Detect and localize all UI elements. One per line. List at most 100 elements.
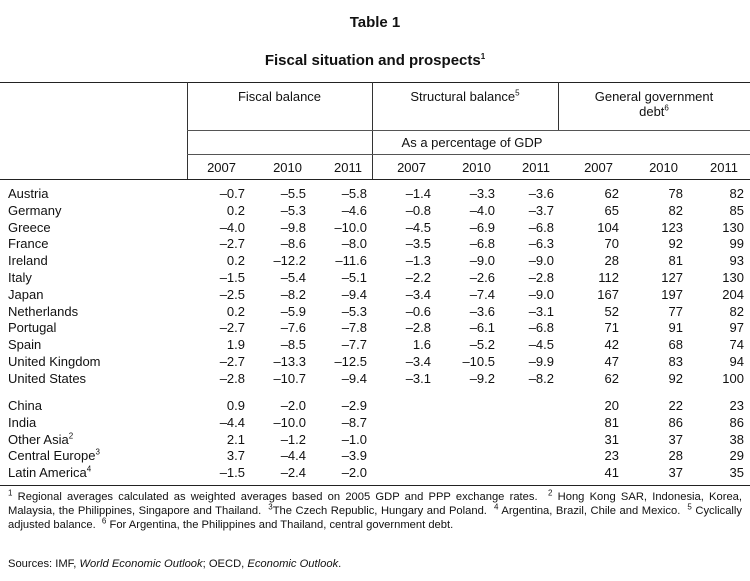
- table-cell: 83: [668, 353, 683, 369]
- table-cell: 70: [604, 236, 619, 252]
- year-header: 2007: [584, 160, 613, 175]
- table-cell: –11.6: [335, 253, 367, 269]
- header-top-rule: [0, 82, 750, 83]
- unit-rule: [187, 154, 750, 155]
- table-cell: –4.0: [469, 202, 495, 218]
- table-cell: –9.8: [280, 219, 306, 235]
- table-cell: 0.9: [226, 398, 245, 413]
- table-cell: –3.6: [528, 186, 554, 201]
- table-cell: –0.7: [219, 186, 245, 201]
- table-cell: 2.1: [226, 431, 245, 447]
- table-cell: –2.8: [528, 269, 554, 285]
- table-cell: 71: [604, 320, 619, 336]
- row-label: Austria: [0, 186, 198, 203]
- table-cell: –3.9: [341, 448, 367, 464]
- table-cell: –9.9: [528, 353, 554, 369]
- table-cell: –9.0: [528, 253, 554, 269]
- year-header: 2007: [207, 160, 236, 175]
- table-title: Fiscal situation and prospects1: [0, 52, 750, 69]
- year-header: 2011: [522, 160, 550, 175]
- table-cell: –5.5: [280, 186, 306, 201]
- row-name: Germany: [8, 202, 62, 218]
- table-cell: 81: [604, 414, 619, 430]
- group-debt-line2: debt6: [558, 104, 750, 119]
- table-cell: 99: [729, 236, 744, 252]
- table-cell: –3.7: [528, 202, 554, 218]
- table-number: Table 1: [349, 14, 401, 31]
- table-row: Ireland 0.2 –12.2 –11.6 –1.3 –9.0 –9.0 28 81 93: [0, 253, 744, 270]
- table-cell: 62: [604, 186, 619, 201]
- table-row: Central Europe3 3.7 –4.4 –3.9 23 28 29: [0, 448, 744, 465]
- row-label: Ireland: [0, 253, 198, 270]
- table-cell: –2.8: [219, 370, 245, 386]
- table-cell: [367, 415, 431, 432]
- table-cell: 0.2: [226, 303, 245, 319]
- table-cell: –9.4: [341, 286, 367, 302]
- row-name: Ireland: [8, 253, 48, 269]
- group-rule: [187, 130, 750, 131]
- row-name: Austria: [8, 186, 49, 201]
- table-cell: –7.7: [341, 337, 367, 353]
- row-name: Other Asia: [8, 431, 69, 447]
- table-cell: 1.9: [226, 337, 245, 353]
- footnote-3: The Czech Republic, Hungary and Poland.: [272, 505, 487, 517]
- table-cell: [431, 415, 495, 432]
- table-cell: –2.7: [219, 236, 245, 252]
- table-cell: 94: [729, 353, 744, 369]
- sources-line: Sources: IMF, World Economic Outlook; OE…: [8, 558, 341, 570]
- table-cell: –2.8: [405, 320, 431, 336]
- table-cell: –5.8: [341, 186, 367, 201]
- table-cell: 97: [729, 320, 744, 336]
- table-cell: –3.4: [405, 353, 431, 369]
- table-cell: –5.9: [280, 303, 306, 319]
- row-label: Other Asia2: [0, 432, 198, 449]
- table-advanced-economies: Austria –0.7 –5.5 –5.8 –1.4 –3.3 –3.6 62 78 82 Ger…: [0, 186, 744, 388]
- table-cell: [495, 448, 554, 465]
- table-cell: 37: [668, 465, 683, 481]
- footnote-mark: 5: [687, 502, 692, 512]
- table-cell: –3.1: [405, 370, 431, 386]
- group-structural-note: 5: [515, 88, 520, 98]
- table-cell: –0.6: [405, 303, 431, 319]
- table-cell: [367, 398, 431, 415]
- row-label: Japan: [0, 287, 198, 304]
- table-cell: 112: [598, 269, 619, 285]
- footnote-mark: 1: [8, 488, 13, 498]
- table-cell: 123: [661, 219, 683, 235]
- table-cell: –6.9: [469, 219, 495, 235]
- table-cell: –1.2: [280, 431, 306, 447]
- footnote-5: Cyclically adjusted balance.: [8, 505, 742, 531]
- table-cell: –4.5: [405, 219, 431, 235]
- table-cell: –2.0: [280, 398, 306, 413]
- table-cell: 104: [597, 219, 619, 235]
- table-cell: 82: [729, 303, 744, 319]
- table-cell: –7.8: [341, 320, 367, 336]
- table-cell: 68: [668, 337, 683, 353]
- table-cell: 3.7: [226, 448, 245, 464]
- group-structural-balance: Structural balance5: [372, 89, 558, 104]
- table-title-note: 1: [480, 52, 486, 61]
- col-divider-3: [558, 82, 559, 130]
- year-header: 2011: [334, 160, 362, 175]
- table-cell: 197: [661, 286, 683, 302]
- row-label: United States: [0, 371, 198, 388]
- row-label: Germany: [0, 203, 198, 220]
- table-cell: –8.5: [280, 337, 306, 353]
- group-government-debt: General government debt6: [558, 89, 750, 119]
- row-name: Greece: [8, 219, 51, 235]
- table-title-text: Fiscal situation and prospects: [264, 52, 481, 69]
- sources-suffix: .: [338, 558, 342, 570]
- table-cell: [431, 448, 495, 465]
- table-cell: –8.7: [341, 414, 367, 430]
- table-cell: 92: [668, 236, 683, 252]
- table-row: China 0.9 –2.0 –2.9 20 22 23: [0, 398, 744, 415]
- table-cell: –5.2: [469, 337, 495, 353]
- group-structural-label: Structural balance: [410, 89, 516, 104]
- row-name: France: [8, 236, 49, 252]
- table-cell: 167: [597, 286, 619, 302]
- row-name: United Kingdom: [8, 353, 101, 369]
- table-cell: –8.0: [341, 236, 367, 252]
- row-label: India: [0, 415, 198, 432]
- table-cell: –2.9: [341, 398, 367, 413]
